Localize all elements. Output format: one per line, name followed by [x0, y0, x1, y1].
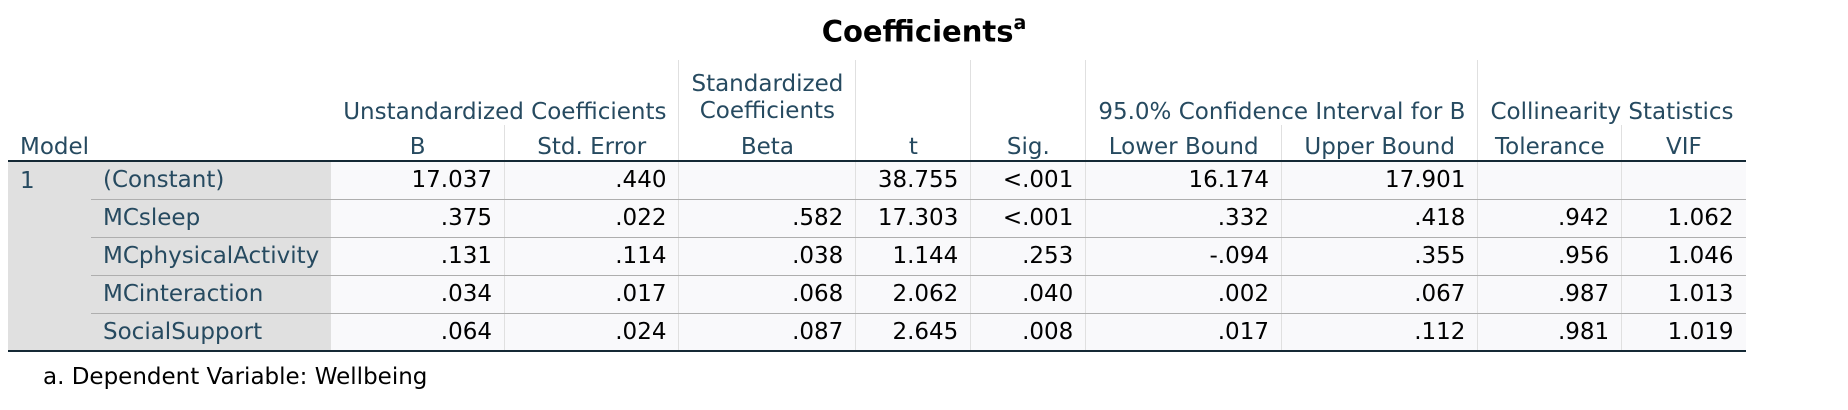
- header-tolerance: Tolerance: [1477, 125, 1622, 162]
- cell-b: .131: [331, 237, 505, 276]
- cell-b: .034: [331, 275, 505, 314]
- header-standardized-line2: Coefficients: [699, 98, 836, 124]
- row-label: MCsleep: [91, 199, 332, 238]
- table-title-footnote-marker: a: [1013, 12, 1027, 34]
- header-b: B: [331, 125, 505, 162]
- row-label: MCinteraction: [91, 275, 332, 314]
- row-label: (Constant): [91, 161, 332, 200]
- row-label: SocialSupport: [91, 313, 332, 352]
- header-standardized-coefficients: Standardized Coefficients: [678, 60, 856, 125]
- cell-tolerance: .956: [1477, 237, 1622, 276]
- header-t: t: [855, 125, 971, 162]
- table-title: Coefficientsa: [0, 12, 1848, 49]
- cell-lower-bound: .332: [1085, 199, 1282, 238]
- cell-beta: .582: [678, 199, 856, 238]
- header-model-spacer: [8, 60, 91, 125]
- cell-vif: 1.013: [1621, 275, 1746, 314]
- cell-std-error: .017: [503, 275, 679, 314]
- cell-vif: 1.046: [1621, 237, 1746, 276]
- cell-vif: [1621, 161, 1746, 200]
- table-row: 1 (Constant) 17.037 .440 38.755 <.001 16…: [8, 161, 1746, 352]
- cell-lower-bound: .017: [1085, 313, 1282, 352]
- footnote: a. Dependent Variable: Wellbeing: [43, 364, 428, 390]
- cell-std-error: .440: [503, 161, 679, 200]
- cell-b: .375: [331, 199, 505, 238]
- table-row: SocialSupport .064 .024 .087 2.645 .008 …: [8, 313, 1746, 352]
- cell-upper-bound: .067: [1280, 275, 1478, 314]
- cell-sig: .253: [970, 237, 1086, 276]
- cell-b: .064: [331, 313, 505, 352]
- cell-lower-bound: -.094: [1085, 237, 1282, 276]
- cell-beta: .087: [678, 313, 856, 352]
- cell-lower-bound: .002: [1085, 275, 1282, 314]
- cell-lower-bound: 16.174: [1085, 161, 1282, 200]
- header-lower-bound: Lower Bound: [1085, 125, 1282, 162]
- cell-tolerance: .987: [1477, 275, 1622, 314]
- cell-beta: .068: [678, 275, 856, 314]
- coefficients-table: Unstandardized Coefficients Standardized…: [8, 60, 1746, 352]
- cell-t: 2.062: [855, 275, 971, 314]
- cell-t: 1.144: [855, 237, 971, 276]
- header-t-spacer: [855, 60, 971, 125]
- header-beta: Beta: [678, 125, 856, 162]
- header-standardized-line1: Standardized: [691, 71, 844, 97]
- model-number: 1: [8, 161, 91, 352]
- cell-std-error: .114: [503, 237, 679, 276]
- table-row: MCsleep .375 .022 .582 17.303 <.001 .332…: [8, 199, 1746, 238]
- cell-tolerance: .942: [1477, 199, 1622, 238]
- header-std-error: Std. Error: [503, 125, 679, 162]
- cell-vif: 1.019: [1621, 313, 1746, 352]
- cell-upper-bound: 17.901: [1280, 161, 1478, 200]
- cell-sig: <.001: [970, 161, 1086, 200]
- cell-sig: .008: [970, 313, 1086, 352]
- cell-upper-bound: .112: [1280, 313, 1478, 352]
- cell-t: 2.645: [855, 313, 971, 352]
- table-row: MCinteraction .034 .017 .068 2.062 .040 …: [8, 275, 1746, 314]
- header-vif: VIF: [1621, 125, 1746, 162]
- cell-tolerance: [1477, 161, 1622, 200]
- cell-tolerance: .981: [1477, 313, 1622, 352]
- header-collinearity-statistics: Collinearity Statistics: [1477, 60, 1746, 125]
- cell-std-error: .024: [503, 313, 679, 352]
- cell-sig: .040: [970, 275, 1086, 314]
- cell-upper-bound: .355: [1280, 237, 1478, 276]
- cell-t: 38.755: [855, 161, 971, 200]
- header-sig: Sig.: [970, 125, 1086, 162]
- header-confidence-interval: 95.0% Confidence Interval for B: [1085, 60, 1478, 125]
- cell-vif: 1.062: [1621, 199, 1746, 238]
- header-variable-spacer: [91, 60, 331, 125]
- cell-sig: <.001: [970, 199, 1086, 238]
- cell-t: 17.303: [855, 199, 971, 238]
- table-row: MCphysicalActivity .131 .114 .038 1.144 …: [8, 237, 1746, 276]
- header-sig-spacer: [970, 60, 1086, 125]
- table-title-text: Coefficients: [821, 14, 1014, 49]
- header-model: Model: [8, 125, 332, 162]
- cell-beta: [678, 161, 856, 200]
- cell-b: 17.037: [331, 161, 505, 200]
- cell-std-error: .022: [503, 199, 679, 238]
- header-unstandardized-coefficients: Unstandardized Coefficients: [343, 99, 667, 125]
- header-upper-bound: Upper Bound: [1280, 125, 1478, 162]
- cell-upper-bound: .418: [1280, 199, 1478, 238]
- cell-beta: .038: [678, 237, 856, 276]
- row-label: MCphysicalActivity: [91, 237, 332, 276]
